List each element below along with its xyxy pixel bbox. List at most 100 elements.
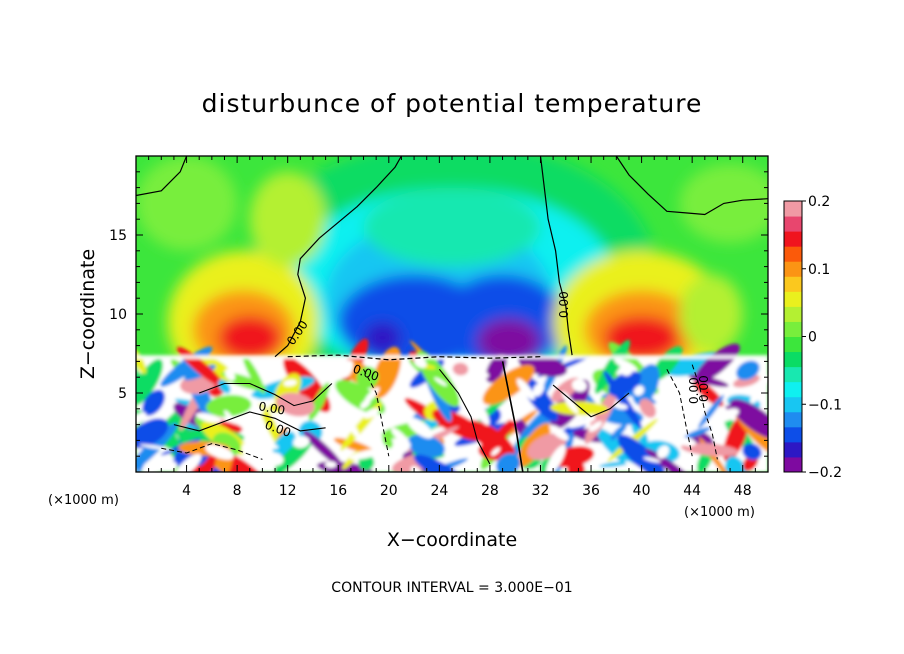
- colorbar-swatch: [784, 351, 802, 368]
- turbulent-swirl: [733, 374, 760, 388]
- turbulent-swirl: [608, 370, 642, 397]
- x-tick-label: 12: [279, 483, 297, 499]
- colorbar-tick-label: 0.1: [808, 262, 830, 278]
- turbulent-swirl: [413, 356, 427, 369]
- turbulent-swirl: [218, 448, 230, 460]
- colorbar-tick-label: 0.2: [808, 194, 830, 210]
- turbulent-swirl: [651, 346, 683, 381]
- colorbar-swatch: [784, 201, 802, 217]
- turbulent-swirl: [424, 426, 443, 437]
- turbulent-swirl: [324, 461, 337, 469]
- x-axis: 4 8 12 16 20 24 28 32 36 40 44 48: [148, 156, 756, 499]
- turbulent-swirl: [567, 460, 585, 472]
- turbulent-swirl: [224, 410, 236, 424]
- x-unit-left: (×1000 m): [48, 493, 119, 508]
- turbulent-swirl: [750, 375, 768, 404]
- turbulent-swirl: [434, 377, 448, 387]
- colorbar-swatch: [784, 246, 802, 262]
- contour-line: [539, 156, 573, 356]
- turbulent-swirl: [485, 353, 507, 383]
- x-tick-label: 28: [481, 483, 499, 499]
- turbulent-swirl: [303, 430, 343, 467]
- turbulent-swirl: [742, 443, 762, 461]
- contour-label: 0.00: [557, 291, 571, 318]
- turbulent-swirl: [491, 447, 501, 456]
- turbulent-swirl: [142, 389, 165, 416]
- contour-label: 0.00: [697, 375, 711, 402]
- contour-line: [136, 156, 188, 197]
- contour-lines: [136, 156, 768, 472]
- contour-line: [274, 156, 402, 358]
- chart-title: disturbunce of potential temperature: [202, 89, 703, 118]
- contour-line: [552, 384, 630, 418]
- turbulent-swirl: [676, 437, 696, 447]
- turbulent-swirl: [283, 379, 297, 387]
- turbulent-swirl: [335, 379, 386, 415]
- colorbar-swatch: [784, 411, 802, 428]
- turbulent-swirl: [610, 423, 627, 441]
- turbulent-swirl: [272, 431, 296, 457]
- turbulent-swirl: [241, 443, 256, 459]
- turbulent-swirl: [413, 454, 468, 472]
- turbulent-swirl: [571, 379, 587, 392]
- field-blob: [249, 171, 326, 267]
- turbulent-swirl: [410, 466, 421, 472]
- turbulent-swirl: [633, 385, 645, 396]
- colorbar-swatch: [784, 456, 802, 473]
- turbulent-swirl: [248, 396, 264, 405]
- field-blob: [477, 318, 541, 363]
- turbulent-swirl: [364, 387, 380, 403]
- contour-line: [173, 411, 326, 432]
- y-axis: 5 10 15: [109, 171, 768, 457]
- turbulent-swirl: [333, 437, 375, 454]
- turbulent-swirl: [363, 408, 380, 419]
- turbulent-swirl: [407, 417, 433, 439]
- contour-label: 0.00: [257, 399, 286, 417]
- x-tick-label: 36: [582, 483, 600, 499]
- colorbar-swatch: [784, 336, 802, 353]
- turbulent-swirl: [550, 401, 608, 416]
- lower-field: [136, 338, 768, 472]
- x-axis-label: X−coordinate: [387, 529, 517, 551]
- x-tick-label: 20: [380, 483, 398, 499]
- contour-line: [438, 368, 491, 465]
- turbulent-swirl: [293, 436, 310, 448]
- contour-label: 0.00: [687, 377, 701, 404]
- turbulent-swirl: [360, 399, 371, 409]
- colorbar: 0.2 0.1 0 −0.1 −0.2: [783, 194, 842, 481]
- turbulent-swirl: [266, 452, 284, 466]
- turbulent-swirl: [588, 421, 603, 432]
- x-unit-right: (×1000 m): [684, 505, 755, 520]
- turbulent-swirl: [338, 360, 354, 379]
- x-tick-label: 8: [233, 483, 242, 499]
- x-tick-label: 24: [430, 483, 448, 499]
- y-tick-label: 15: [109, 228, 127, 244]
- y-axis-label: Z−coordinate: [77, 249, 99, 379]
- turbulent-swirl: [681, 442, 739, 457]
- turbulent-swirl: [657, 445, 670, 459]
- field-blob: [363, 187, 541, 267]
- turbulent-swirl: [519, 373, 559, 422]
- turbulent-swirl: [349, 448, 384, 460]
- turbulent-swirl: [205, 394, 252, 417]
- contour-line: [287, 354, 541, 361]
- turbulent-swirl: [473, 369, 489, 379]
- turbulent-swirl: [242, 355, 266, 394]
- field-blob: [218, 315, 282, 360]
- turbulent-swirl: [224, 368, 236, 381]
- colorbar-tick-label: −0.1: [808, 397, 842, 413]
- turbulent-swirl: [258, 440, 279, 449]
- x-tick-label: 40: [633, 483, 651, 499]
- turbulent-swirl: [407, 434, 446, 458]
- turbulent-swirl: [136, 358, 163, 407]
- turbulent-swirl: [516, 378, 535, 400]
- colorbar-swatch: [784, 381, 802, 398]
- turbulent-swirl: [532, 382, 545, 397]
- colorbar-swatch: [784, 396, 802, 413]
- colorbar-swatch: [784, 276, 802, 292]
- turbulent-swirl: [715, 408, 740, 423]
- turbulent-swirl: [469, 396, 490, 426]
- colorbar-swatch: [784, 291, 802, 307]
- turbulent-swirl: [561, 391, 579, 414]
- turbulent-swirl: [674, 418, 692, 431]
